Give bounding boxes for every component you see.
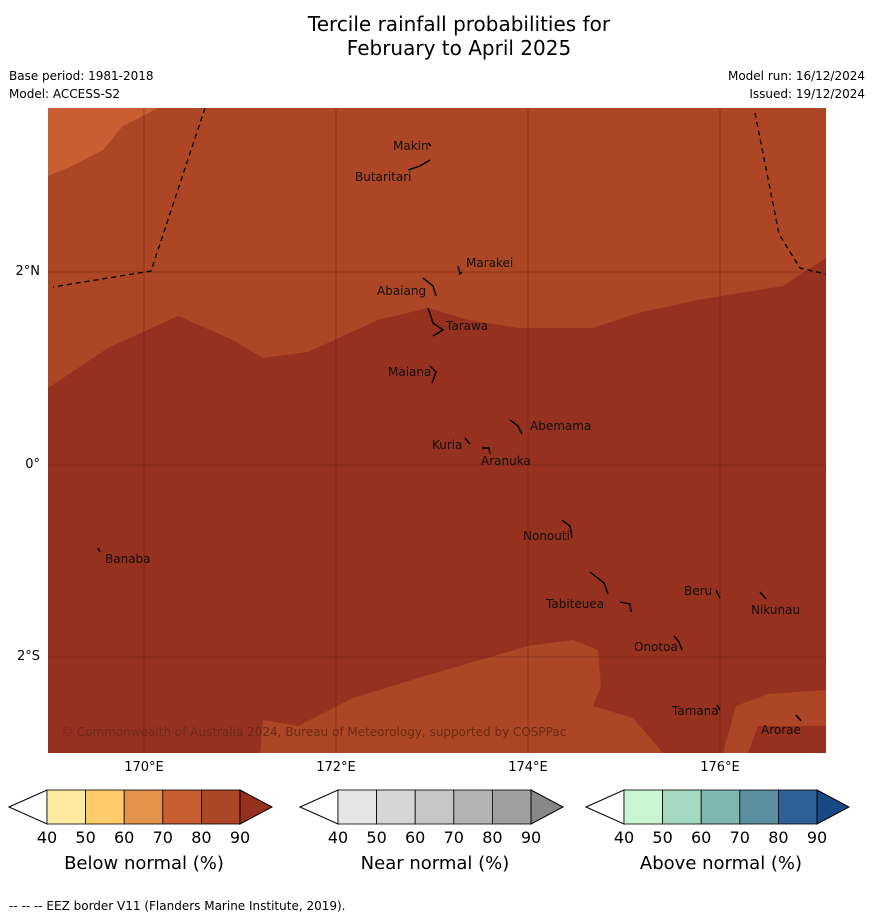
label-onotoa: Onotoa bbox=[634, 640, 678, 654]
lat-label-0: 0° bbox=[25, 457, 40, 472]
label-butaritari: Butaritari bbox=[355, 170, 412, 184]
colorbar-near-normal bbox=[298, 787, 571, 831]
zone-70-80 bbox=[48, 108, 158, 176]
tick: 50 bbox=[652, 828, 673, 847]
colorbar-segment bbox=[200, 789, 241, 825]
eez-legend-footer: -- -- -- EEZ border V11 (Flanders Marine… bbox=[9, 899, 346, 913]
eez-borders bbox=[52, 108, 826, 288]
tick: 70 bbox=[443, 828, 464, 847]
zone-90-plus bbox=[48, 258, 826, 753]
colorbar-segment bbox=[414, 789, 455, 825]
colorbar-max-extend bbox=[239, 789, 274, 825]
colorbar-segment bbox=[777, 789, 818, 825]
colorbar-segment bbox=[739, 789, 779, 825]
colorbar-segment bbox=[376, 789, 416, 825]
zone-80-90-southeast bbox=[723, 690, 826, 753]
label-abemama: Abemama bbox=[530, 419, 591, 433]
label-kuria: Kuria bbox=[432, 438, 463, 452]
label-tabiteuea: Tabiteuea bbox=[545, 597, 604, 611]
colorbar-min-extend bbox=[7, 789, 48, 825]
chart-title: Tercile rainfall probabilities for Febru… bbox=[0, 12, 873, 60]
label-abaiang: Abaiang bbox=[377, 284, 426, 298]
label-marakei: Marakei bbox=[466, 256, 513, 270]
tick: 50 bbox=[366, 828, 387, 847]
colorbar-min-extend bbox=[298, 789, 339, 825]
colorbar-title-above: Above normal (%) bbox=[639, 853, 803, 874]
colorbar-segment bbox=[623, 789, 663, 825]
colorbar-below-normal bbox=[7, 787, 280, 831]
colorbar-segment bbox=[85, 789, 125, 825]
colorbar-max-extend bbox=[530, 789, 565, 825]
place-labels: Makin Butaritari Marakei Abaiang Tarawa … bbox=[105, 139, 801, 737]
colorbar-segment bbox=[123, 789, 164, 825]
issued-date: Issued: 19/12/2024 bbox=[749, 87, 865, 101]
tick: 40 bbox=[36, 828, 58, 847]
label-arorae: Arorae bbox=[761, 723, 801, 737]
label-maiana: Maiana bbox=[388, 365, 431, 379]
meta-left: Base period: 1981-2018 Model: ACCESS-S2 bbox=[9, 67, 154, 103]
tick: 80 bbox=[482, 828, 503, 847]
lat-label-2n: 2°N bbox=[15, 264, 41, 279]
lon-label-170e: 170°E bbox=[124, 760, 164, 775]
colorbar-max-extend bbox=[816, 789, 851, 825]
title-line-2: February to April 2025 bbox=[346, 36, 572, 60]
tick: 50 bbox=[75, 828, 96, 847]
colorbar-segment bbox=[700, 789, 741, 825]
colorbar-segment bbox=[491, 789, 532, 825]
colorbar-segment bbox=[337, 789, 377, 825]
label-nonouti: Nonouti bbox=[523, 529, 570, 543]
copyright-notice: © Commonwealth of Australia 2024, Bureau… bbox=[61, 725, 566, 739]
tick: 70 bbox=[152, 828, 173, 847]
tick: 40 bbox=[613, 828, 635, 847]
colorbar-above-normal bbox=[584, 787, 857, 831]
colorbar-min-extend bbox=[584, 789, 625, 825]
tick: 80 bbox=[768, 828, 789, 847]
probability-map: Makin Butaritari Marakei Abaiang Tarawa … bbox=[48, 108, 826, 753]
colorbar-segment bbox=[162, 789, 202, 825]
label-tamana: Tamana bbox=[671, 704, 719, 718]
label-beru: Beru bbox=[684, 584, 712, 598]
label-makin: Makin bbox=[393, 139, 429, 153]
tick: 60 bbox=[114, 828, 135, 847]
tick: 90 bbox=[229, 828, 251, 847]
tick: 90 bbox=[520, 828, 542, 847]
gridlines bbox=[48, 108, 826, 753]
colorbar-segment bbox=[662, 789, 702, 825]
tick: 90 bbox=[806, 828, 828, 847]
tick: 60 bbox=[405, 828, 426, 847]
lon-label-172e: 172°E bbox=[316, 760, 356, 775]
label-aranuka: Aranuka bbox=[481, 454, 531, 468]
label-nikunau: Nikunau bbox=[751, 603, 800, 617]
meta-right: Model run: 16/12/2024 Issued: 19/12/2024 bbox=[728, 67, 865, 103]
tick: 70 bbox=[729, 828, 750, 847]
zone-80-90-south bbox=[260, 640, 663, 753]
lon-label-176e: 176°E bbox=[700, 760, 740, 775]
tick: 40 bbox=[327, 828, 349, 847]
tick: 60 bbox=[691, 828, 712, 847]
colorbar-title-below: Below normal (%) bbox=[64, 853, 224, 874]
islands bbox=[97, 142, 802, 722]
model-name: Model: ACCESS-S2 bbox=[9, 87, 121, 101]
tick: 80 bbox=[191, 828, 212, 847]
colorbar-title-near: Near normal (%) bbox=[360, 853, 510, 874]
model-run: Model run: 16/12/2024 bbox=[727, 69, 865, 83]
lat-label-2s: 2°S bbox=[16, 649, 40, 664]
title-line-1: Tercile rainfall probabilities for bbox=[307, 12, 611, 36]
label-banaba: Banaba bbox=[105, 552, 151, 566]
colorbar-segment bbox=[453, 789, 493, 825]
label-tarawa: Tarawa bbox=[445, 319, 488, 333]
lon-label-174e: 174°E bbox=[508, 760, 548, 775]
colorbar-segment bbox=[46, 789, 86, 825]
base-period: Base period: 1981-2018 bbox=[9, 69, 154, 83]
